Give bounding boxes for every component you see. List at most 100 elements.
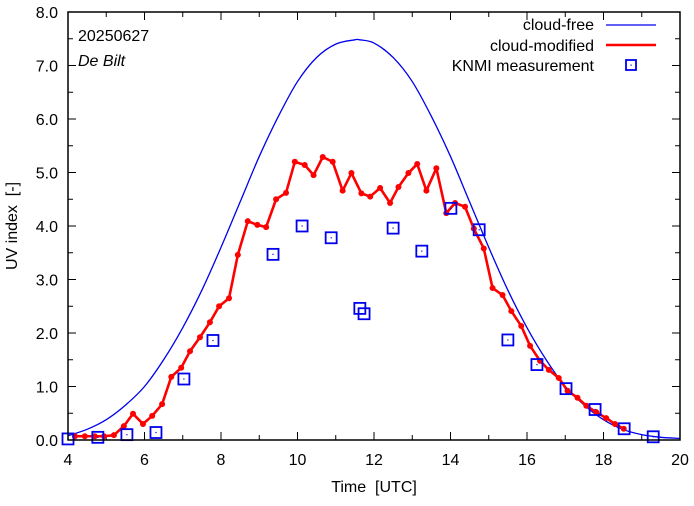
x-tick-label: 8 (217, 452, 226, 469)
y-tick-label: 8.0 (36, 5, 58, 22)
knmi-measurement-point (472, 223, 486, 237)
cloud-modified-point (462, 203, 469, 210)
cloud-modified-point (574, 394, 581, 401)
x-tick-label: 14 (442, 452, 460, 469)
cloud-modified-point (234, 251, 241, 258)
annotation-date: 20250627 (78, 28, 149, 45)
ticks: 4 6 8 10 12 14 16 18 20 0.0 1.0 2.0 3.0 4.0 5.0 6.0 7.0 8… (36, 5, 689, 469)
y-tick-label: 5.0 (36, 166, 58, 183)
knmi-measurement-point (91, 430, 105, 444)
cloud-modified-point (387, 199, 394, 206)
series-cloud-modified-line (74, 155, 625, 438)
cloud-modified-point (187, 348, 194, 355)
cloud-modified-point (159, 401, 166, 408)
cloud-modified-point (329, 158, 336, 165)
knmi-measurement-point (501, 333, 515, 347)
cloud-modified-point (414, 160, 421, 167)
knmi-measurement-point (386, 221, 400, 235)
x-tick-label: 18 (595, 452, 613, 469)
cloud-modified-point (263, 224, 270, 231)
cloud-modified-point (196, 334, 203, 341)
x-tick-label: 6 (140, 452, 149, 469)
knmi-measurement-dot (565, 388, 567, 390)
cloud-modified-point (110, 432, 117, 439)
cloud-modified-point (377, 185, 384, 192)
cloud-modified-point (130, 410, 137, 417)
cloud-modified-point (395, 183, 402, 190)
knmi-measurement-dot (421, 250, 423, 252)
legend-swatch-knmi-measurement (625, 59, 637, 71)
knmi-measurement-dot (126, 434, 128, 436)
cloud-modified-point (611, 420, 618, 427)
x-axis-label: Time [UTC] (331, 479, 417, 496)
cloud-modified-point (518, 323, 525, 330)
knmi-measurement-dot (363, 313, 365, 315)
cloud-modified-point (423, 187, 430, 194)
legend: cloud-free cloud-modified KNMI measureme… (452, 17, 656, 75)
knmi-measurement-dot (450, 207, 452, 209)
knmi-measurement-dot (301, 225, 303, 227)
knmi-measurement-dot (212, 339, 214, 342)
legend-label-cloud-free: cloud-free (523, 17, 594, 34)
knmi-measurement-dot (97, 436, 99, 438)
cloud-modified-point (480, 245, 487, 252)
knmi-measurement-dot (155, 431, 157, 434)
y-tick-label: 2.0 (36, 326, 58, 343)
series-layer (61, 38, 680, 446)
knmi-measurement-dot (623, 428, 625, 430)
cloud-modified-point (216, 303, 223, 310)
cloud-modified-point (291, 158, 298, 165)
cloud-modified-point (499, 292, 506, 299)
knmi-measurement-point (295, 219, 309, 233)
cloud-modified-point (405, 170, 412, 177)
y-tick-label: 1.0 (36, 380, 58, 397)
legend-label-knmi-measurement: KNMI measurement (452, 58, 595, 75)
annotation-location: De Bilt (78, 53, 126, 70)
cloud-modified-point (545, 366, 552, 373)
knmi-measurement-point (149, 426, 163, 439)
cloud-modified-point (91, 433, 98, 440)
cloud-modified-point (508, 308, 515, 315)
knmi-measurement-point (357, 307, 371, 321)
cloud-modified-point (583, 402, 590, 409)
knmi-measurement-dot (507, 339, 509, 341)
legend-label-cloud-modified: cloud-modified (490, 38, 594, 55)
x-tick-label: 4 (64, 452, 73, 469)
cloud-modified-point (206, 319, 213, 326)
cloud-modified-point (339, 187, 346, 194)
cloud-modified-point (310, 172, 317, 179)
cloud-modified-point (283, 189, 290, 196)
cloud-modified-point (489, 285, 496, 292)
knmi-measurement-dot (392, 227, 394, 229)
knmi-measurement-point (444, 201, 458, 215)
knmi-measurement-point (530, 358, 544, 371)
knmi-measurement-point (617, 422, 631, 436)
knmi-measurement-point (646, 430, 660, 444)
legend-swatch-knmi-dot (630, 64, 632, 66)
knmi-measurement-dot (272, 253, 274, 255)
cloud-modified-point (319, 153, 326, 160)
knmi-measurement-dot (652, 436, 654, 438)
knmi-measurement-point (324, 231, 338, 245)
y-tick-label: 7.0 (36, 59, 58, 76)
knmi-measurement-point (559, 382, 573, 396)
plot-frame (67, 11, 681, 441)
y-tick-label: 6.0 (36, 112, 58, 129)
cloud-modified-point (168, 373, 175, 380)
cloud-modified-point (81, 433, 88, 440)
knmi-measurement-point (177, 372, 191, 386)
knmi-measurement-point (266, 247, 280, 261)
knmi-measurement-point (415, 244, 429, 258)
knmi-measurement-dot (478, 229, 480, 231)
cloud-modified-point (603, 415, 610, 422)
cloud-modified-point (348, 170, 355, 177)
cloud-modified-point (273, 196, 280, 203)
knmi-measurement-point (206, 334, 220, 347)
knmi-measurement-point (588, 403, 602, 416)
cloud-modified-point (226, 295, 233, 302)
cloud-modified-point (178, 364, 185, 371)
cloud-modified-point (433, 165, 440, 172)
y-tick-label: 4.0 (36, 219, 58, 236)
cloud-modified-point (139, 420, 146, 427)
